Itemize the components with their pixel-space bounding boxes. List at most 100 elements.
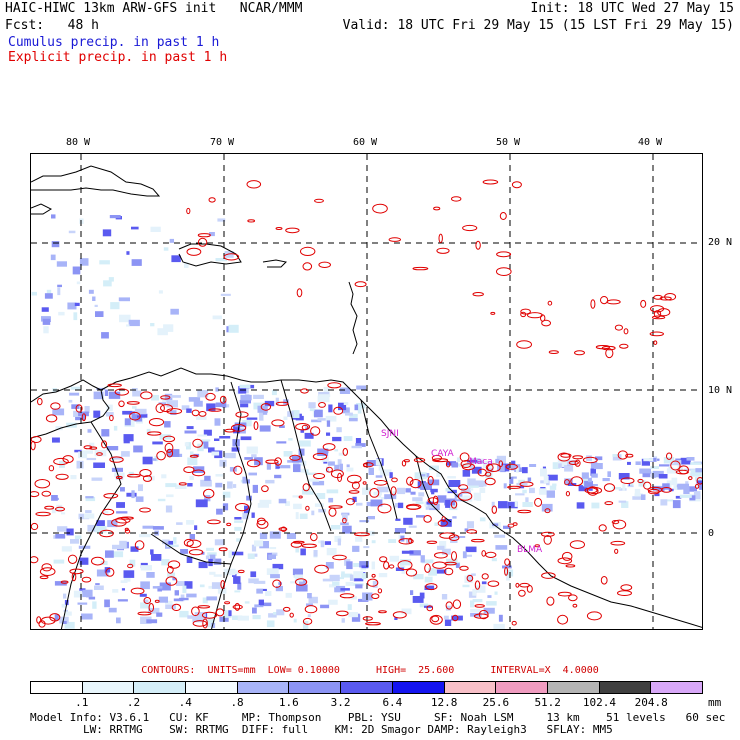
cumulus-precip-cell xyxy=(268,554,276,559)
explicit-precip-contour xyxy=(473,613,489,619)
explicit-precip-contour xyxy=(224,428,236,433)
cumulus-precip-cell xyxy=(642,473,651,478)
explicit-precip-contour xyxy=(478,609,489,620)
cumulus-precip-cell xyxy=(276,441,287,444)
cumulus-precip-cell xyxy=(638,480,646,487)
explicit-precip-contour xyxy=(129,411,141,421)
cumulus-precip-cell xyxy=(362,487,372,495)
cumulus-precip-cell xyxy=(343,402,349,405)
explicit-precip-contour xyxy=(661,487,672,493)
cumulus-precip-cell xyxy=(641,458,650,466)
cumulus-precip-cell xyxy=(75,416,86,421)
explicit-precip-contour xyxy=(325,466,333,473)
legend-cumulus: Cumulus precip. in past 1 h xyxy=(8,35,220,50)
cumulus-precip-cell xyxy=(158,402,166,405)
cumulus-precip-cell xyxy=(197,434,208,437)
cumulus-precip-cell xyxy=(353,571,364,579)
cumulus-precip-cell xyxy=(509,476,514,484)
cumulus-precip-cell xyxy=(246,417,258,420)
cumulus-precip-cell xyxy=(576,502,585,509)
lat-label-0: 0 xyxy=(708,528,715,539)
cumulus-precip-cell xyxy=(123,570,135,578)
cumulus-precip-cell xyxy=(246,446,258,454)
cumulus-precip-cell xyxy=(365,530,375,536)
cumulus-precip-cell xyxy=(270,574,280,579)
cumulus-precip-cell xyxy=(437,545,445,550)
explicit-precip-contour xyxy=(347,474,362,484)
cumulus-precip-cell xyxy=(83,513,95,519)
cumulus-precip-cell xyxy=(371,561,375,570)
cumulus-precip-cell xyxy=(486,601,497,606)
cumulus-precip-cell xyxy=(296,584,308,592)
cumulus-precip-cell xyxy=(502,565,512,569)
coastlines xyxy=(31,165,702,629)
cumulus-precip-cell xyxy=(220,293,231,296)
cumulus-precip-cell xyxy=(437,495,447,503)
cumulus-precip-cell xyxy=(339,463,343,471)
explicit-precip-contour xyxy=(224,601,231,605)
cumulus-precip-cell xyxy=(686,457,695,461)
cumulus-precip-cell xyxy=(325,415,337,422)
explicit-precip-contour xyxy=(373,480,388,486)
cumulus-precip-cell xyxy=(131,388,138,391)
cumulus-precip-cell xyxy=(126,251,130,255)
explicit-precip-contour xyxy=(487,580,500,587)
explicit-precip-contour xyxy=(496,267,512,276)
cumulus-precip-cell xyxy=(471,573,476,576)
cumulus-precip-cell xyxy=(104,599,110,608)
cumulus-precip-cell xyxy=(412,497,423,502)
cumulus-precip-cell xyxy=(219,436,231,439)
explicit-precip-contour xyxy=(490,311,496,315)
cumulus-precip-cell xyxy=(412,596,424,603)
cumulus-precip-cell xyxy=(658,474,668,479)
cumulus-precip-cell xyxy=(511,460,516,466)
cumulus-precip-cell xyxy=(213,574,222,577)
cumulus-precip-cell xyxy=(683,486,690,495)
cumulus-precip-cell xyxy=(68,399,73,403)
cumulus-precip-cell xyxy=(591,473,598,478)
cumulus-precip-cell xyxy=(70,475,77,480)
cumulus-precip-cell xyxy=(120,580,128,583)
cumulus-precip-cell xyxy=(354,404,359,411)
cumulus-precip-cell xyxy=(73,590,83,598)
explicit-precip-contour xyxy=(590,299,596,309)
explicit-precip-contour xyxy=(459,452,470,462)
cumulus-precip-cell xyxy=(165,505,173,513)
cumulus-precip-cell xyxy=(176,581,188,586)
cumulus-precip-cell xyxy=(112,456,122,460)
explicit-precip-contour xyxy=(295,578,308,586)
cumulus-precip-cell xyxy=(258,599,264,605)
cumulus-precip-cell xyxy=(85,496,96,502)
explicit-precip-contour xyxy=(475,240,481,250)
explicit-precip-contour xyxy=(570,476,584,487)
explicit-precip-contour xyxy=(130,587,145,595)
explicit-precip-contour xyxy=(124,529,131,534)
cumulus-precip-cell xyxy=(51,495,58,501)
explicit-precip-contour xyxy=(406,504,420,510)
cumulus-precip-cell xyxy=(146,428,151,434)
cumulus-precip-cell xyxy=(314,409,323,418)
explicit-precip-contour xyxy=(362,616,373,621)
cumulus-precip-cell xyxy=(593,463,603,470)
cumulus-precip-cell xyxy=(418,492,425,497)
cumulus-precip-cell xyxy=(337,538,341,546)
cumulus-precip-cell xyxy=(654,493,660,497)
cumulus-precip-cell xyxy=(209,232,215,237)
cumulus-precip-cell xyxy=(205,619,212,628)
explicit-precip-contour xyxy=(688,476,693,481)
explicit-precip-contour xyxy=(285,227,300,234)
cumulus-precip-cell xyxy=(416,515,425,518)
puerto-rico-coast xyxy=(262,259,288,268)
cumulus-precip-cell xyxy=(394,528,406,534)
cumulus-precip-cell xyxy=(42,318,51,325)
cumulus-precip-cell xyxy=(202,597,208,604)
explicit-precip-contour xyxy=(314,564,329,574)
explicit-precip-contour xyxy=(39,567,56,577)
explicit-precip-contour xyxy=(103,493,119,499)
cumulus-precip-cell xyxy=(357,406,362,414)
cumulus-precip-cell xyxy=(527,477,532,482)
explicit-precip-contour xyxy=(565,491,571,497)
cumulus-precip-cell xyxy=(227,481,233,489)
explicit-precip-contour xyxy=(511,620,517,626)
cumulus-precip-cell xyxy=(424,576,433,583)
